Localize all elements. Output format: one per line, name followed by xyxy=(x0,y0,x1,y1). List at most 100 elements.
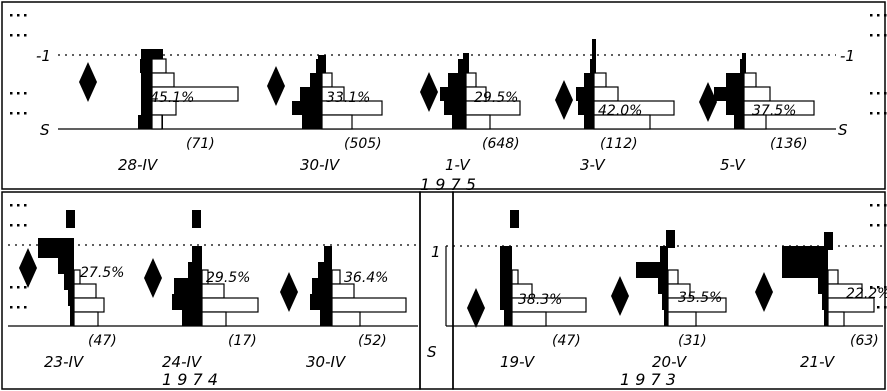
outlined-bar xyxy=(331,269,341,285)
sample-size-label: (47) xyxy=(552,333,581,349)
filled-bar xyxy=(320,310,332,326)
dot-mark xyxy=(24,92,27,95)
dot-mark xyxy=(10,306,13,309)
sample-size-label: (47) xyxy=(88,333,117,349)
filled-bar xyxy=(636,262,668,278)
histogram-group: 35.5% (31) 20-V xyxy=(611,230,727,371)
filled-bar xyxy=(188,262,202,278)
diamond-marker xyxy=(555,80,573,120)
filled-bar xyxy=(316,59,322,73)
filled-bar xyxy=(318,262,332,278)
filled-bar xyxy=(292,101,322,115)
filled-bar xyxy=(500,262,512,278)
outlined-bar xyxy=(151,100,177,116)
filled-bar xyxy=(172,294,202,310)
dot-mark xyxy=(870,92,873,95)
dot-mark xyxy=(17,286,20,289)
outlined-bar xyxy=(73,297,105,313)
filled-bar xyxy=(192,246,202,262)
filled-bar xyxy=(658,278,668,294)
date-label: 1-V xyxy=(445,156,471,174)
percent-label: 36.4% xyxy=(344,270,388,286)
dot-mark xyxy=(870,112,873,115)
percent-label: 45.1% xyxy=(150,90,194,106)
filled-bar xyxy=(714,87,744,101)
dot-mark xyxy=(884,34,887,37)
outlined-bar xyxy=(743,100,815,116)
sample-size-label: (505) xyxy=(344,136,382,152)
top-axis-label-s-left: S xyxy=(40,121,50,139)
filled-bar xyxy=(444,101,466,115)
top-cap-bar xyxy=(666,230,675,248)
filled-bar xyxy=(310,294,332,310)
diamond-marker xyxy=(699,82,717,122)
outlined-bar xyxy=(151,114,163,130)
diamond-marker xyxy=(280,272,298,312)
filled-bar xyxy=(68,290,74,306)
date-label: 20-V xyxy=(652,353,688,371)
outlined-bar xyxy=(743,72,757,88)
dot-mark xyxy=(877,34,880,37)
dot-mark xyxy=(10,112,13,115)
percent-label: 27.5% xyxy=(80,265,124,281)
dot-mark xyxy=(870,224,873,227)
top-cap-bar xyxy=(510,210,519,228)
sample-size-label: (17) xyxy=(228,333,257,349)
filled-bar xyxy=(734,115,744,129)
filled-bar xyxy=(500,294,512,310)
dot-mark xyxy=(17,224,20,227)
outlined-bar xyxy=(151,72,175,88)
filled-bar xyxy=(148,73,152,87)
outlined-bar xyxy=(511,311,547,327)
dot-mark xyxy=(10,224,13,227)
dot-mark xyxy=(17,112,20,115)
outlined-bar xyxy=(465,114,491,130)
dot-mark xyxy=(24,34,27,37)
year-label-1974: 1 9 7 4 xyxy=(162,370,218,389)
diamond-marker xyxy=(755,272,773,312)
filled-bar xyxy=(302,115,322,129)
top-axis-label-s-right: S xyxy=(838,121,848,139)
filled-bar xyxy=(138,115,152,129)
histogram-group: 27.5% (47)23-IV xyxy=(19,210,124,371)
histogram-group: 45.1% (71) 28-IV xyxy=(79,49,239,174)
filled-bar xyxy=(664,310,668,326)
filled-bar xyxy=(58,258,74,274)
dot-mark xyxy=(877,306,880,309)
dot-mark xyxy=(877,224,880,227)
dot-mark xyxy=(884,286,887,289)
histogram-group: 29.5% (17) 24-IV xyxy=(144,210,259,371)
sample-size-label: (52) xyxy=(358,333,387,349)
dot-mark xyxy=(877,92,880,95)
date-label: 21-V xyxy=(800,353,836,371)
bottom-axis-label-1: 1 xyxy=(431,243,441,261)
dot-mark xyxy=(17,204,20,207)
sample-size-label: (112) xyxy=(600,136,638,152)
dot-mark xyxy=(10,204,13,207)
dot-mark xyxy=(10,92,13,95)
dot-mark xyxy=(10,14,13,17)
dot-mark xyxy=(17,34,20,37)
histogram-group: 42.0% (112) 3-V xyxy=(555,39,675,174)
top-panel-frame xyxy=(1,1,886,190)
outlined-bar xyxy=(827,297,875,313)
dot-mark xyxy=(24,112,27,115)
sample-size-label: (31) xyxy=(678,333,707,349)
filled-bar xyxy=(448,73,466,87)
filled-bar xyxy=(324,246,332,262)
filled-bar xyxy=(576,87,594,101)
percent-label: 29.5% xyxy=(474,90,518,106)
percent-label: 22.2% xyxy=(846,286,887,302)
dot-tick-marks xyxy=(10,14,887,309)
year-label-1975: 1 9 7 5 xyxy=(420,175,476,194)
outlined-bar xyxy=(667,311,697,327)
filled-bar xyxy=(140,59,152,73)
filled-bar xyxy=(590,59,594,73)
percent-label: 29.5% xyxy=(206,270,250,286)
outlined-bar xyxy=(151,58,167,74)
diamond-marker xyxy=(420,72,438,112)
histogram-groups: 45.1%(71)28-IV33.1%(505)30-IV29.5%(648)1… xyxy=(19,39,887,371)
diamond-marker xyxy=(144,258,162,298)
dot-mark xyxy=(877,112,880,115)
